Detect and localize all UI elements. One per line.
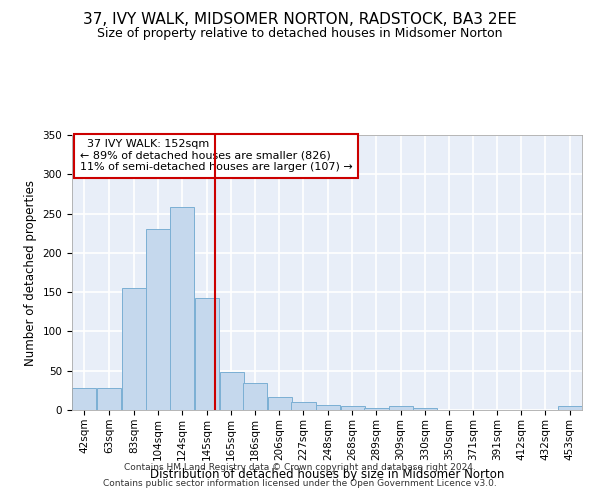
Bar [195, 298, 219, 410]
Bar [243, 382, 267, 410]
Bar [389, 406, 413, 410]
Text: Size of property relative to detached houses in Midsomer Norton: Size of property relative to detached ho… [97, 28, 503, 40]
Bar [146, 230, 170, 410]
Bar [292, 402, 316, 410]
Bar [557, 406, 582, 410]
Y-axis label: Number of detached properties: Number of detached properties [24, 180, 37, 366]
Text: 37, IVY WALK, MIDSOMER NORTON, RADSTOCK, BA3 2EE: 37, IVY WALK, MIDSOMER NORTON, RADSTOCK,… [83, 12, 517, 28]
Bar [413, 408, 437, 410]
Bar [364, 408, 389, 410]
Bar [122, 288, 146, 410]
Bar [97, 388, 121, 410]
Text: Contains public sector information licensed under the Open Government Licence v3: Contains public sector information licen… [103, 478, 497, 488]
Bar [341, 406, 365, 410]
X-axis label: Distribution of detached houses by size in Midsomer Norton: Distribution of detached houses by size … [150, 468, 504, 481]
Text: 37 IVY WALK: 152sqm
← 89% of detached houses are smaller (826)
11% of semi-detac: 37 IVY WALK: 152sqm ← 89% of detached ho… [80, 139, 352, 172]
Bar [316, 406, 340, 410]
Bar [72, 388, 97, 410]
Bar [170, 208, 194, 410]
Text: Contains HM Land Registry data © Crown copyright and database right 2024.: Contains HM Land Registry data © Crown c… [124, 464, 476, 472]
Bar [220, 372, 244, 410]
Bar [268, 398, 292, 410]
